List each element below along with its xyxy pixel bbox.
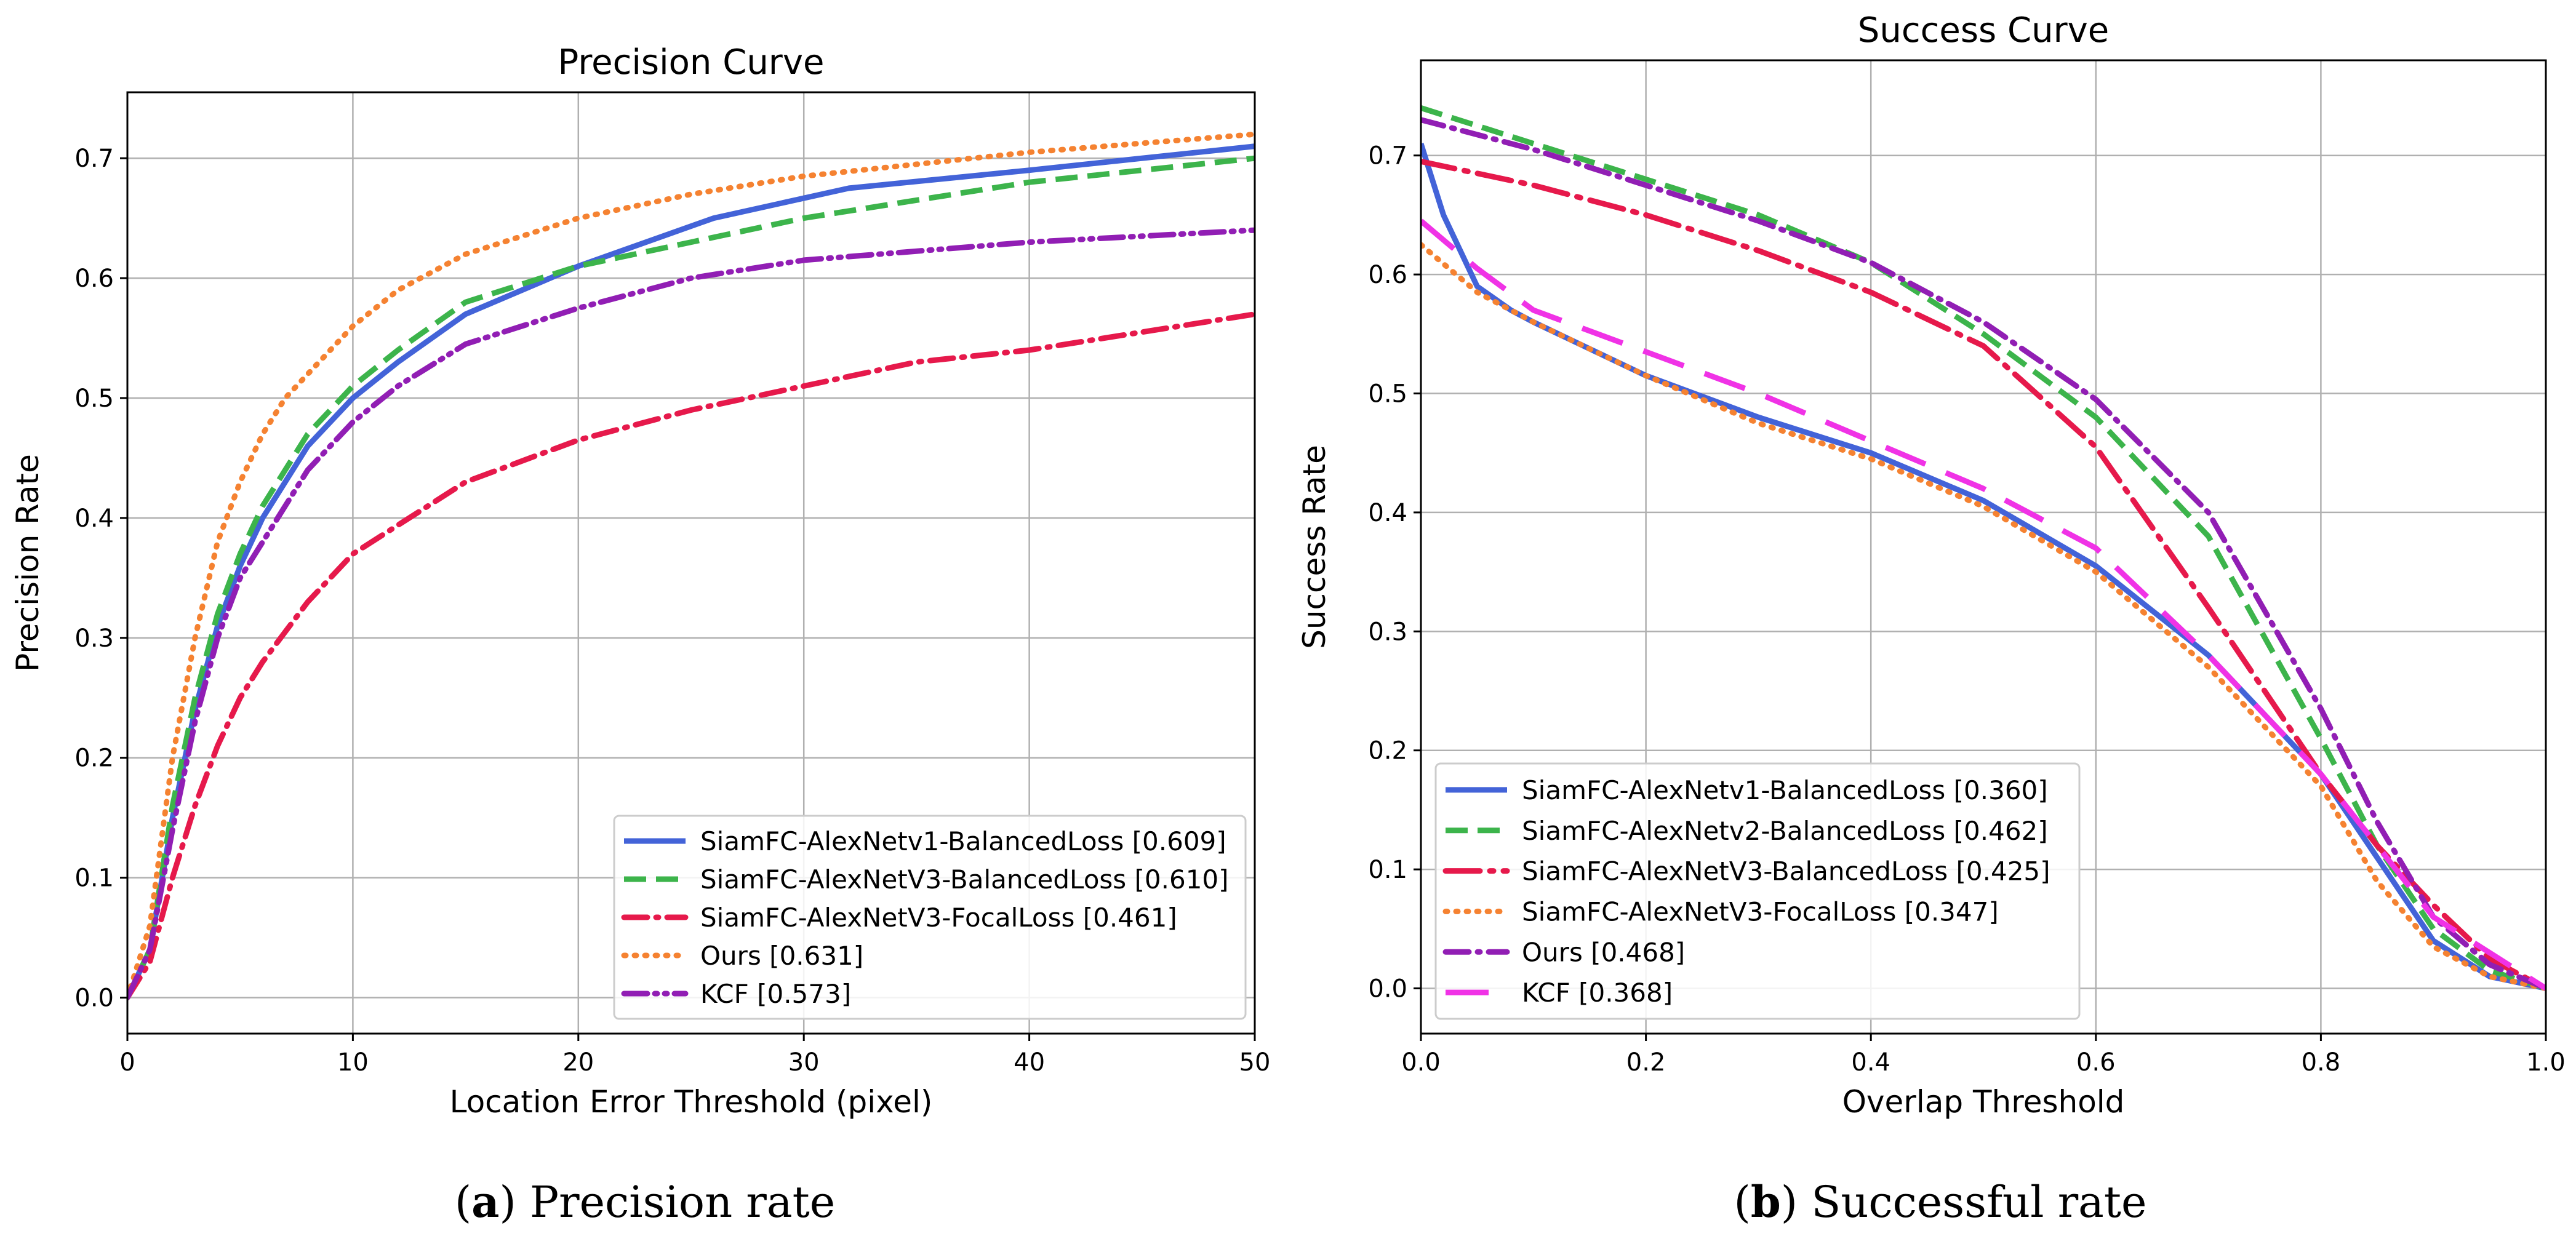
legend-entry: SiamFC-AlexNetv1-BalancedLoss [0.609] xyxy=(700,826,1226,856)
series-line-3 xyxy=(127,131,1255,1000)
x-tick-label: 20 xyxy=(562,1048,594,1077)
legend-entry: KCF [0.573] xyxy=(700,979,851,1009)
series-line-5 xyxy=(1421,218,2546,991)
x-tick-label: 0.0 xyxy=(1401,1048,1441,1077)
x-tick-label: 30 xyxy=(788,1048,820,1077)
success-chart: 0.0 0.2 0.4 0.6 0.8 1.0 0.0 0.1 0.2 0.3 0.4 0.5 0.6 0… xyxy=(1297,10,2566,1120)
plot-frame xyxy=(1420,59,2547,1035)
legend-entry: SiamFC-AlexNetv1-BalancedLoss [0.360] xyxy=(1522,775,2048,805)
y-tick-label: 0.3 xyxy=(74,624,114,653)
legend-entry: SiamFC-AlexNetV3-BalancedLoss [0.425] xyxy=(1522,856,2050,887)
caption-b-text: Successful rate xyxy=(1811,1177,2146,1227)
series-line-3 xyxy=(1421,242,2546,991)
y-tick-label: 0.3 xyxy=(1368,618,1407,646)
y-tick-label: 0.6 xyxy=(74,265,114,293)
y-tick-label: 0.7 xyxy=(1368,142,1407,170)
y-tick-label: 0.5 xyxy=(1368,380,1407,409)
chart-title: Success Curve xyxy=(1858,10,2109,50)
caption-a-text: Precision rate xyxy=(530,1177,835,1227)
y-axis-label: Precision Rate xyxy=(10,454,46,672)
legend-entry: SiamFC-AlexNetV3-BalancedLoss [0.610] xyxy=(700,864,1229,895)
y-tick-label: 0.0 xyxy=(74,984,114,1013)
series-line-1 xyxy=(127,155,1255,999)
legend-entry: SiamFC-AlexNetV3-FocalLoss [0.347] xyxy=(1522,896,1999,927)
series-line-0 xyxy=(1421,143,2546,991)
x-tick-label: 40 xyxy=(1014,1048,1045,1077)
y-tick-label: 0.5 xyxy=(74,385,114,413)
legend-entry: Ours [0.631] xyxy=(700,941,863,971)
series-line-1 xyxy=(1421,105,2546,991)
legend-entry: Ours [0.468] xyxy=(1522,937,1685,967)
caption-a-label: a xyxy=(471,1176,499,1227)
y-tick-label: 0.1 xyxy=(1368,856,1407,884)
caption-b-label: b xyxy=(1751,1176,1781,1227)
series-line-2 xyxy=(1421,158,2546,991)
legend-entry: SiamFC-AlexNetv2-BalancedLoss [0.462] xyxy=(1522,816,2048,846)
y-tick-label: 0.2 xyxy=(74,744,114,773)
y-tick-label: 0.4 xyxy=(1368,499,1407,527)
plot-frame xyxy=(126,91,1256,1035)
y-tick-label: 0.0 xyxy=(1368,975,1407,1003)
chart-title: Precision Curve xyxy=(558,42,825,82)
y-tick-label: 0.2 xyxy=(1368,737,1407,765)
x-tick-label: 0 xyxy=(119,1048,135,1077)
legend-entry: SiamFC-AlexNetV3-FocalLoss [0.461] xyxy=(700,903,1177,933)
x-tick-label: 10 xyxy=(337,1048,369,1077)
x-tick-label: 0.4 xyxy=(1851,1048,1890,1077)
caption-b: (b) Successful rate xyxy=(1734,1176,2147,1227)
x-tick-label: 0.2 xyxy=(1626,1048,1666,1077)
legend: SiamFC-AlexNetv1-BalancedLoss [0.360] Sia… xyxy=(1434,762,2081,1020)
y-tick-label: 0.1 xyxy=(74,864,114,893)
x-tick-label: 0.8 xyxy=(2302,1048,2341,1077)
x-axis-label: Location Error Threshold (pixel) xyxy=(450,1084,933,1120)
series-line-2 xyxy=(127,311,1255,1000)
legend: SiamFC-AlexNetv1-BalancedLoss [0.609] Sia… xyxy=(613,815,1247,1020)
x-axis-label: Overlap Threshold xyxy=(1842,1084,2125,1120)
caption-a: (a) Precision rate xyxy=(455,1176,835,1227)
x-tick-label: 50 xyxy=(1239,1048,1271,1077)
y-tick-label: 0.6 xyxy=(1368,261,1407,289)
legend-entry: KCF [0.368] xyxy=(1522,978,1673,1008)
x-tick-label: 1.0 xyxy=(2526,1048,2566,1077)
y-tick-label: 0.7 xyxy=(74,145,114,173)
y-tick-label: 0.4 xyxy=(74,504,114,533)
precision-chart: 0 10 20 30 40 50 0.0 0.1 0.2 0.3 0.4 0.5 0.6 0.7 Preci… xyxy=(10,42,1270,1120)
series-line-4 xyxy=(127,227,1255,1000)
x-tick-label: 0.6 xyxy=(2076,1048,2116,1077)
y-axis-label: Success Rate xyxy=(1297,445,1332,649)
